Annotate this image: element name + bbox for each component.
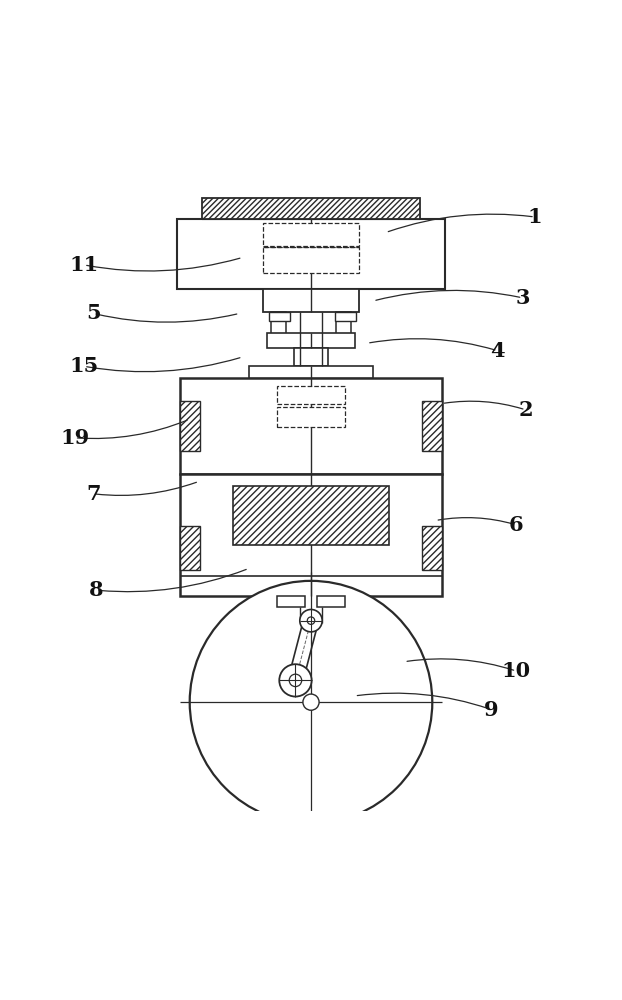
Bar: [180, 474, 442, 596]
Text: 7: 7: [86, 484, 101, 504]
Circle shape: [289, 674, 302, 687]
Bar: [269, 312, 290, 321]
Text: 9: 9: [484, 700, 499, 720]
Text: 5: 5: [86, 303, 101, 323]
Circle shape: [307, 617, 315, 624]
Bar: [422, 526, 442, 570]
Bar: [180, 401, 200, 451]
Bar: [335, 312, 356, 321]
Bar: [317, 596, 345, 607]
Text: 3: 3: [515, 288, 530, 308]
Bar: [277, 386, 345, 404]
Circle shape: [300, 609, 322, 632]
Bar: [249, 366, 373, 378]
Bar: [277, 596, 305, 607]
Bar: [180, 526, 200, 570]
Bar: [233, 486, 389, 545]
Bar: [336, 312, 351, 336]
Text: 15: 15: [69, 356, 99, 376]
Circle shape: [279, 664, 312, 697]
Bar: [422, 401, 442, 451]
Bar: [263, 223, 360, 246]
Bar: [180, 378, 442, 474]
Text: 1: 1: [527, 207, 542, 227]
Bar: [271, 312, 286, 336]
Bar: [202, 198, 420, 219]
Text: 4: 4: [490, 341, 505, 361]
Circle shape: [190, 581, 432, 823]
Bar: [177, 219, 445, 289]
Text: 19: 19: [60, 428, 90, 448]
Bar: [277, 407, 345, 427]
Text: 2: 2: [518, 400, 533, 420]
Text: 6: 6: [509, 515, 524, 535]
Bar: [267, 333, 355, 348]
Text: 8: 8: [89, 580, 104, 600]
Bar: [263, 289, 360, 312]
Bar: [263, 247, 360, 273]
Text: 11: 11: [69, 255, 99, 275]
Text: 10: 10: [502, 661, 531, 681]
Bar: [294, 348, 328, 366]
Circle shape: [303, 694, 319, 710]
